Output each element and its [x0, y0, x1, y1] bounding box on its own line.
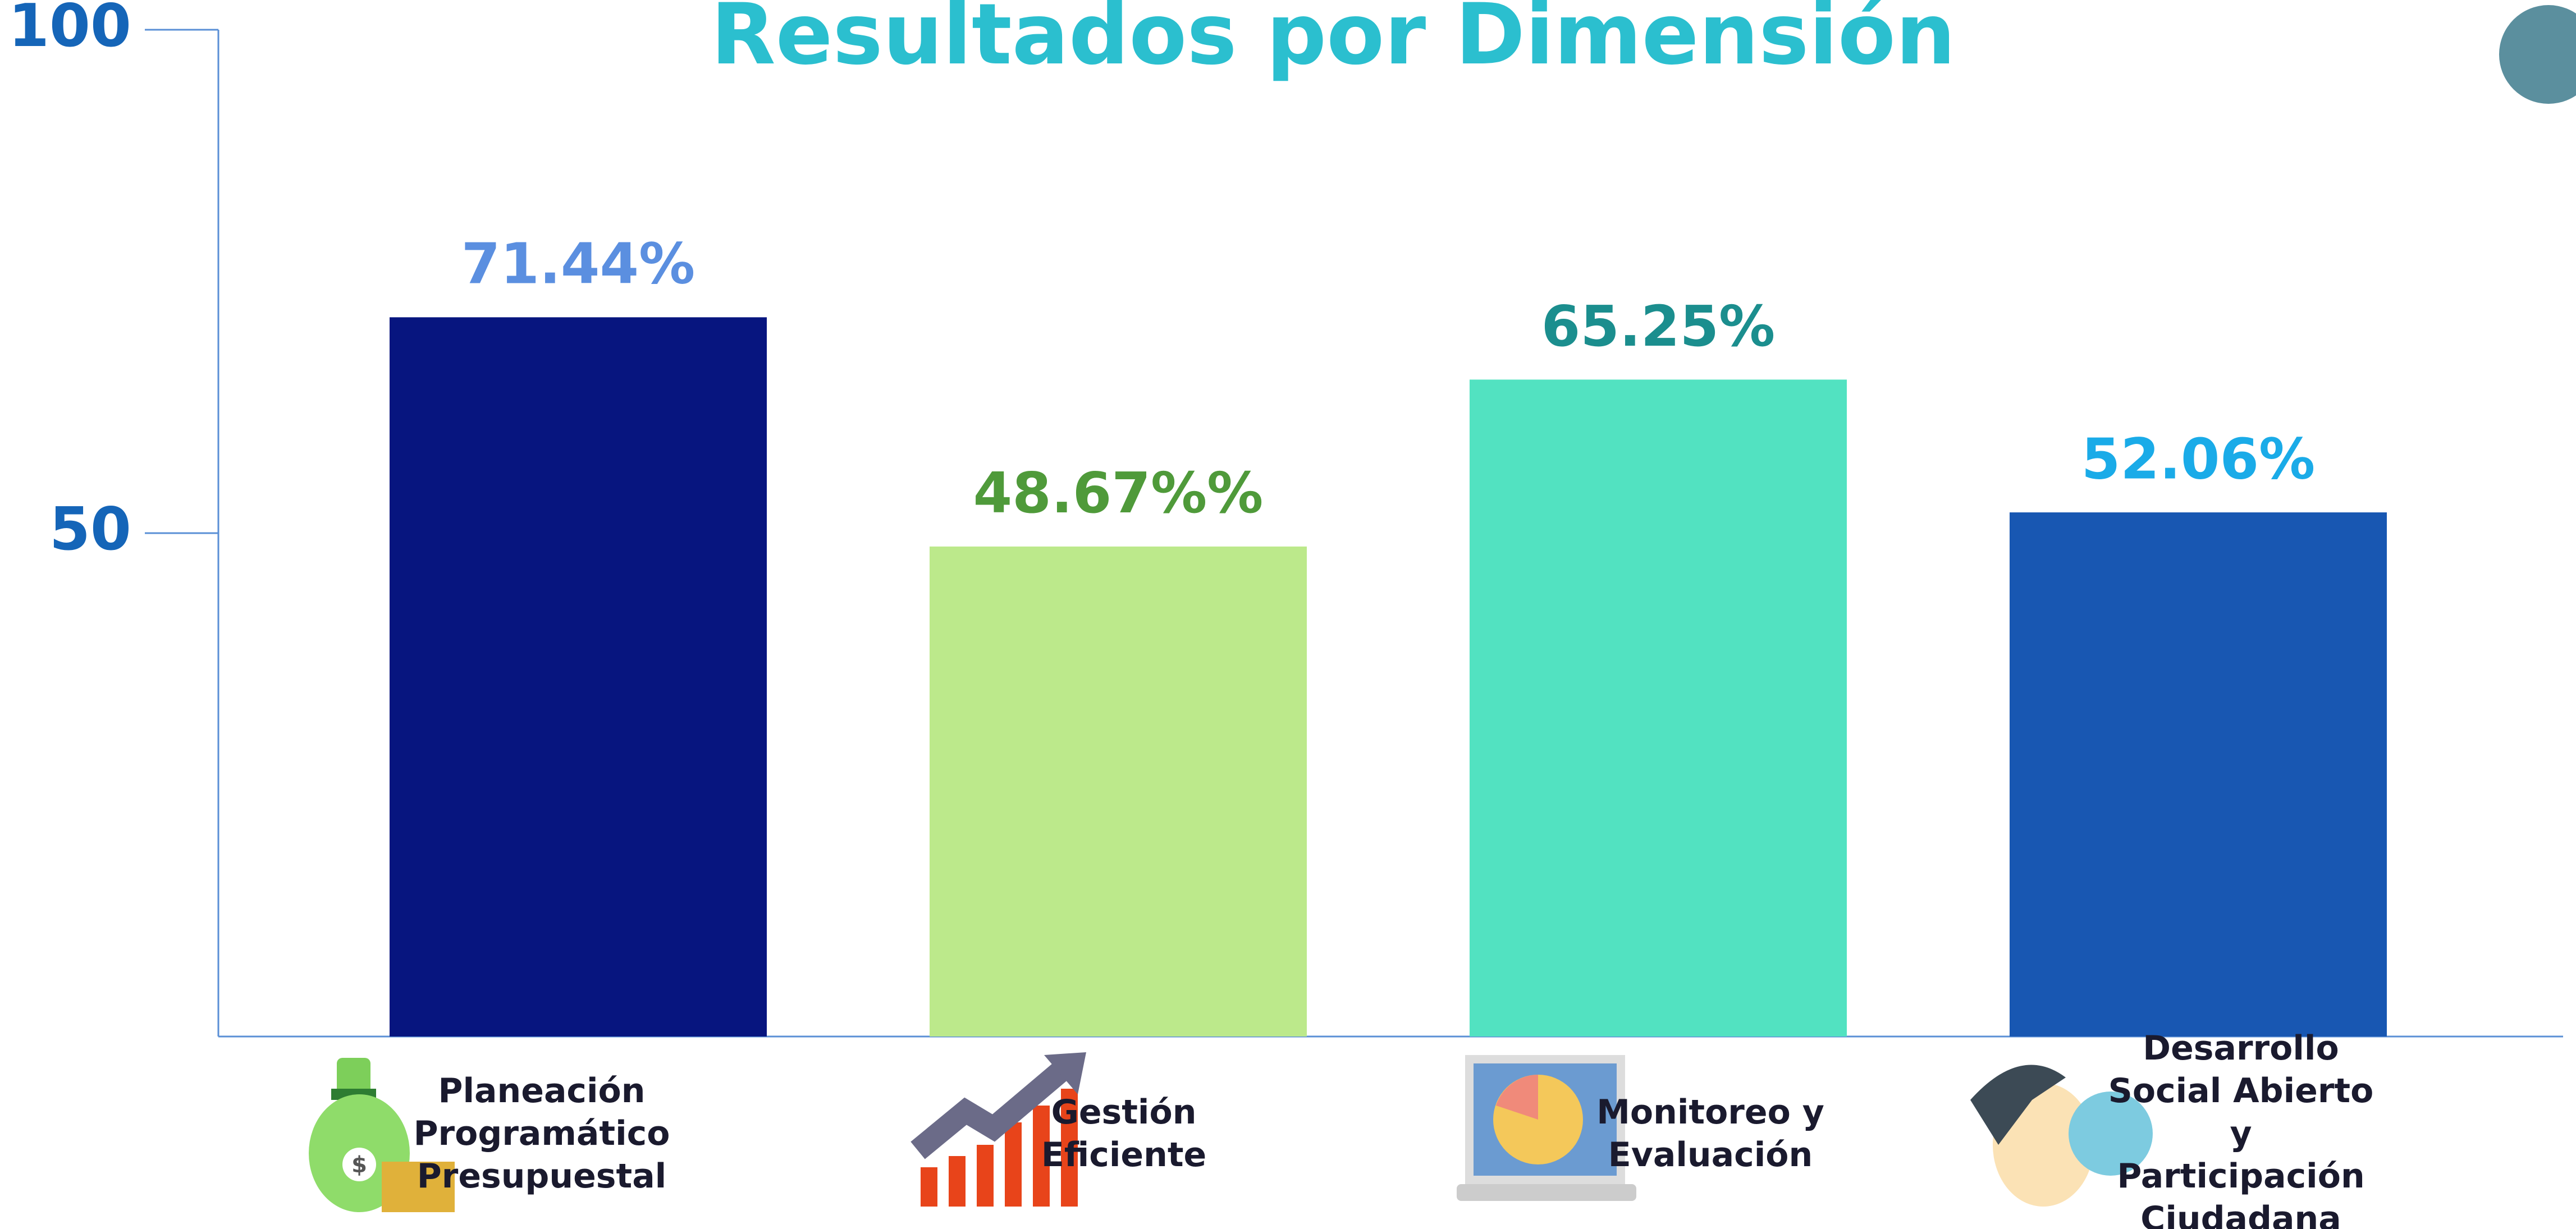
bar	[390, 317, 767, 1037]
icon-laptop	[1457, 1055, 1636, 1201]
value-label: 48.67%%	[973, 460, 1264, 526]
x-tick-label: Planeación Programático Presupuestal	[413, 1071, 670, 1196]
bar	[2010, 512, 2387, 1037]
x-tick-label: Gestión Eficiente	[1041, 1093, 1207, 1175]
y-tick-label: 50	[49, 495, 131, 563]
icon-growth	[910, 1052, 1086, 1207]
x-tick-label: Monitoreo y Evaluación	[1596, 1093, 1824, 1175]
decor-circle	[2499, 5, 2576, 104]
bar	[1470, 379, 1847, 1037]
icon-money: $	[309, 1058, 455, 1212]
svg-text:$: $	[351, 1152, 367, 1178]
value-label: 65.25%	[1541, 294, 1776, 359]
chart-title: Resultados por Dimensión	[711, 0, 1955, 84]
value-label: 71.44%	[461, 231, 696, 297]
bar	[930, 546, 1307, 1037]
x-tick-label: Desarrollo Social Abierto y Participació…	[2108, 1029, 2374, 1229]
y-tick-label: 100	[8, 0, 131, 60]
value-label: 52.06%	[2081, 426, 2316, 492]
icon-person	[1970, 1065, 2153, 1207]
